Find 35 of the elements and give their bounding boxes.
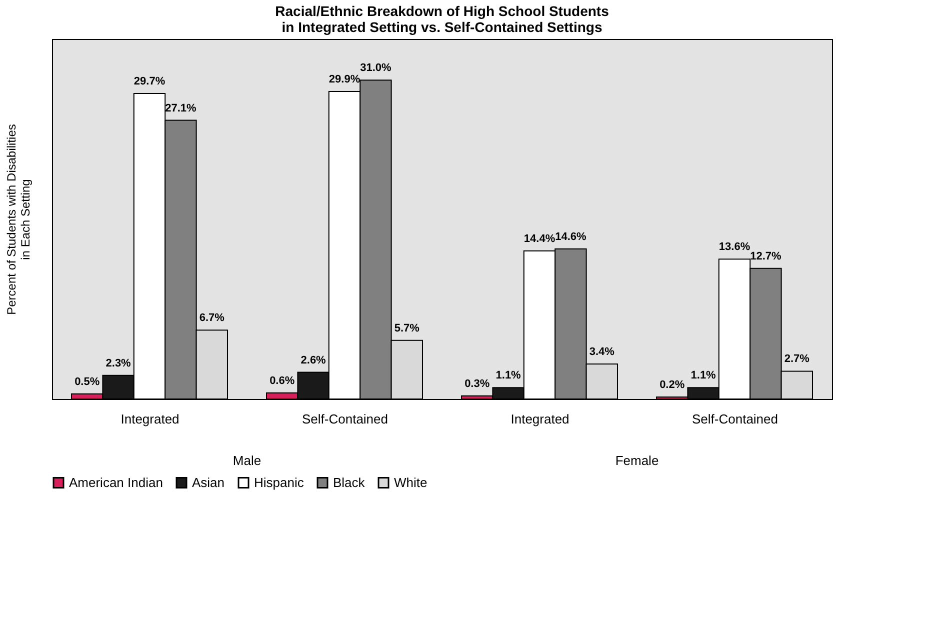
x-tick-label: Integrated xyxy=(120,412,180,426)
data-label: 3.4% xyxy=(589,346,615,358)
data-label: 1.1% xyxy=(496,370,522,382)
data-label: 0.3% xyxy=(464,378,490,390)
data-label: 6.7% xyxy=(199,312,225,324)
data-label: 1.1% xyxy=(690,370,716,382)
data-label: 0.6% xyxy=(270,374,295,387)
text: in Integrated Setting vs. Self-Contained Settings xyxy=(282,19,602,35)
text: Percent of Students with Disabilities xyxy=(4,124,18,315)
data-label: 14.4% xyxy=(524,232,556,245)
data-label: 13.6% xyxy=(718,241,750,254)
data-label: 0.2% xyxy=(660,378,685,391)
x-tick-label: Self-Contained xyxy=(692,412,778,426)
data-label: 0.5% xyxy=(74,376,100,388)
data-label: 31.0% xyxy=(360,62,392,74)
data-label: 2.6% xyxy=(300,354,326,366)
legend-label: American Indian xyxy=(69,474,163,490)
legend-label: Asian xyxy=(192,474,225,490)
legend-label: Black xyxy=(333,474,366,490)
data-label: 14.6% xyxy=(555,230,587,243)
x-tick-label: Self-Contained xyxy=(302,412,388,426)
legend-label: Hispanic xyxy=(254,474,304,490)
data-label: 2.3% xyxy=(106,357,132,370)
text: Female xyxy=(615,453,659,468)
text: in Each Setting xyxy=(18,179,32,260)
data-label: 2.7% xyxy=(784,353,810,366)
data-label: 12.7% xyxy=(750,250,782,262)
legend-label: White xyxy=(394,474,428,490)
x-tick-label: Integrated xyxy=(510,412,570,426)
data-label: 27.1% xyxy=(165,102,197,114)
text: Racial/Ethnic Breakdown of High School Students xyxy=(275,3,609,19)
data-label: 29.7% xyxy=(134,76,166,88)
data-label: 5.7% xyxy=(394,322,420,334)
text: Male xyxy=(232,453,262,468)
data-label: 29.9% xyxy=(328,73,360,86)
